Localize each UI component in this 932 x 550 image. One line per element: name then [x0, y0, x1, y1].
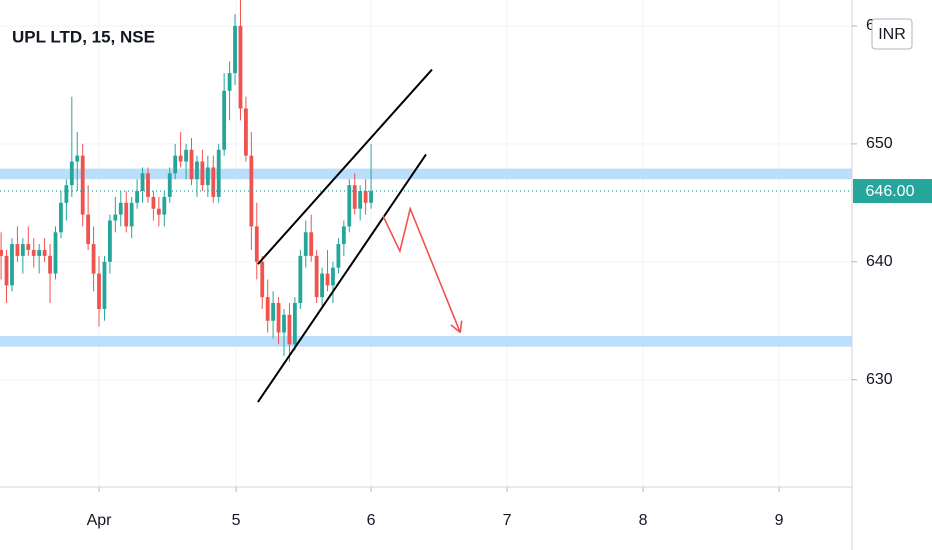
candle-body	[53, 232, 58, 274]
candle-body	[20, 244, 25, 256]
candle-body	[227, 73, 232, 91]
candle-body	[369, 191, 373, 203]
candle-body	[113, 214, 118, 221]
candle-body	[200, 161, 205, 186]
price-label: 646.00	[866, 183, 915, 200]
candle-body	[184, 149, 188, 162]
candle-body	[31, 249, 36, 256]
x-tick-label: 8	[639, 512, 648, 529]
zone	[0, 168, 852, 180]
candle-body	[222, 90, 227, 150]
arrow-head	[450, 324, 461, 334]
candle-body	[151, 196, 156, 209]
candle-body	[314, 255, 319, 298]
x-tick-label: 5	[232, 512, 241, 529]
trend-line	[257, 68, 433, 265]
candle-body	[135, 191, 140, 203]
candle-body	[37, 249, 42, 256]
arrow	[382, 206, 462, 333]
candle-body	[15, 244, 20, 256]
candle-body	[178, 155, 183, 162]
price-label-box	[853, 179, 932, 204]
candle-body	[244, 108, 248, 156]
chart-title: UPL LTD, 15, NSE	[12, 27, 155, 46]
candle-body	[4, 255, 9, 286]
grid	[0, 0, 852, 487]
y-tick-label: 640	[866, 253, 893, 270]
candle-body	[336, 244, 341, 268]
candle-body	[156, 208, 161, 215]
candle-body	[129, 202, 134, 227]
candle-body	[10, 244, 14, 286]
candle-body	[86, 214, 91, 245]
candle-body	[287, 314, 292, 345]
candle-body	[320, 273, 324, 298]
candle-body	[352, 185, 357, 209]
candle-body	[124, 202, 129, 227]
candle-body	[140, 173, 145, 192]
candle-body	[325, 273, 330, 286]
candle-body	[59, 202, 63, 233]
candle-body	[363, 191, 368, 203]
candle-body	[249, 155, 254, 227]
candle-body	[48, 255, 52, 274]
candle-body	[292, 303, 297, 345]
x-tick-label: 7	[503, 512, 512, 529]
candle-body	[309, 232, 314, 256]
x-tick-label: 6	[367, 512, 376, 529]
candle-body	[282, 314, 286, 333]
y-tick-label: 630	[866, 371, 893, 388]
candle-body	[265, 297, 270, 321]
candle-body	[75, 155, 80, 162]
candle-body	[238, 25, 243, 109]
candle-body	[341, 226, 346, 245]
candle-body	[276, 303, 281, 333]
candle-body	[254, 226, 259, 262]
candle-body	[303, 232, 308, 256]
zone	[0, 336, 852, 347]
candle-body	[162, 196, 167, 215]
candle-body	[260, 261, 265, 298]
candle-body	[42, 249, 47, 256]
candle-body	[347, 185, 352, 227]
candle-body	[211, 167, 216, 197]
candle-body	[80, 155, 85, 215]
candle-body	[173, 155, 178, 174]
candle-body	[26, 244, 31, 250]
candle-body	[0, 249, 3, 256]
candle-body	[69, 161, 74, 186]
candle-body	[205, 167, 210, 186]
candle-body	[189, 149, 194, 180]
drawings	[0, 68, 852, 403]
candle-body	[233, 25, 237, 74]
zones	[0, 168, 852, 347]
currency-button[interactable]	[871, 18, 913, 50]
candle-body	[298, 255, 303, 304]
trend-line	[257, 153, 427, 403]
candle-body	[271, 303, 276, 321]
arrow-head	[459, 320, 463, 333]
currency-label[interactable]: INR	[878, 26, 906, 43]
candles	[0, 0, 373, 363]
candle-body	[167, 173, 172, 197]
candle-body	[331, 267, 335, 286]
x-tick-label: Apr	[87, 512, 113, 529]
candle-body	[91, 244, 96, 274]
candle-body	[146, 173, 150, 197]
y-tick-label: 650	[866, 135, 893, 152]
candle-body	[64, 185, 69, 203]
candle-body	[97, 273, 101, 309]
candle-body	[102, 261, 107, 309]
candle-body	[118, 202, 123, 215]
x-tick-label: 9	[775, 512, 784, 529]
candle-body	[216, 149, 221, 197]
candle-body	[107, 220, 112, 262]
candle-body	[195, 161, 199, 180]
candle-body	[358, 191, 363, 209]
